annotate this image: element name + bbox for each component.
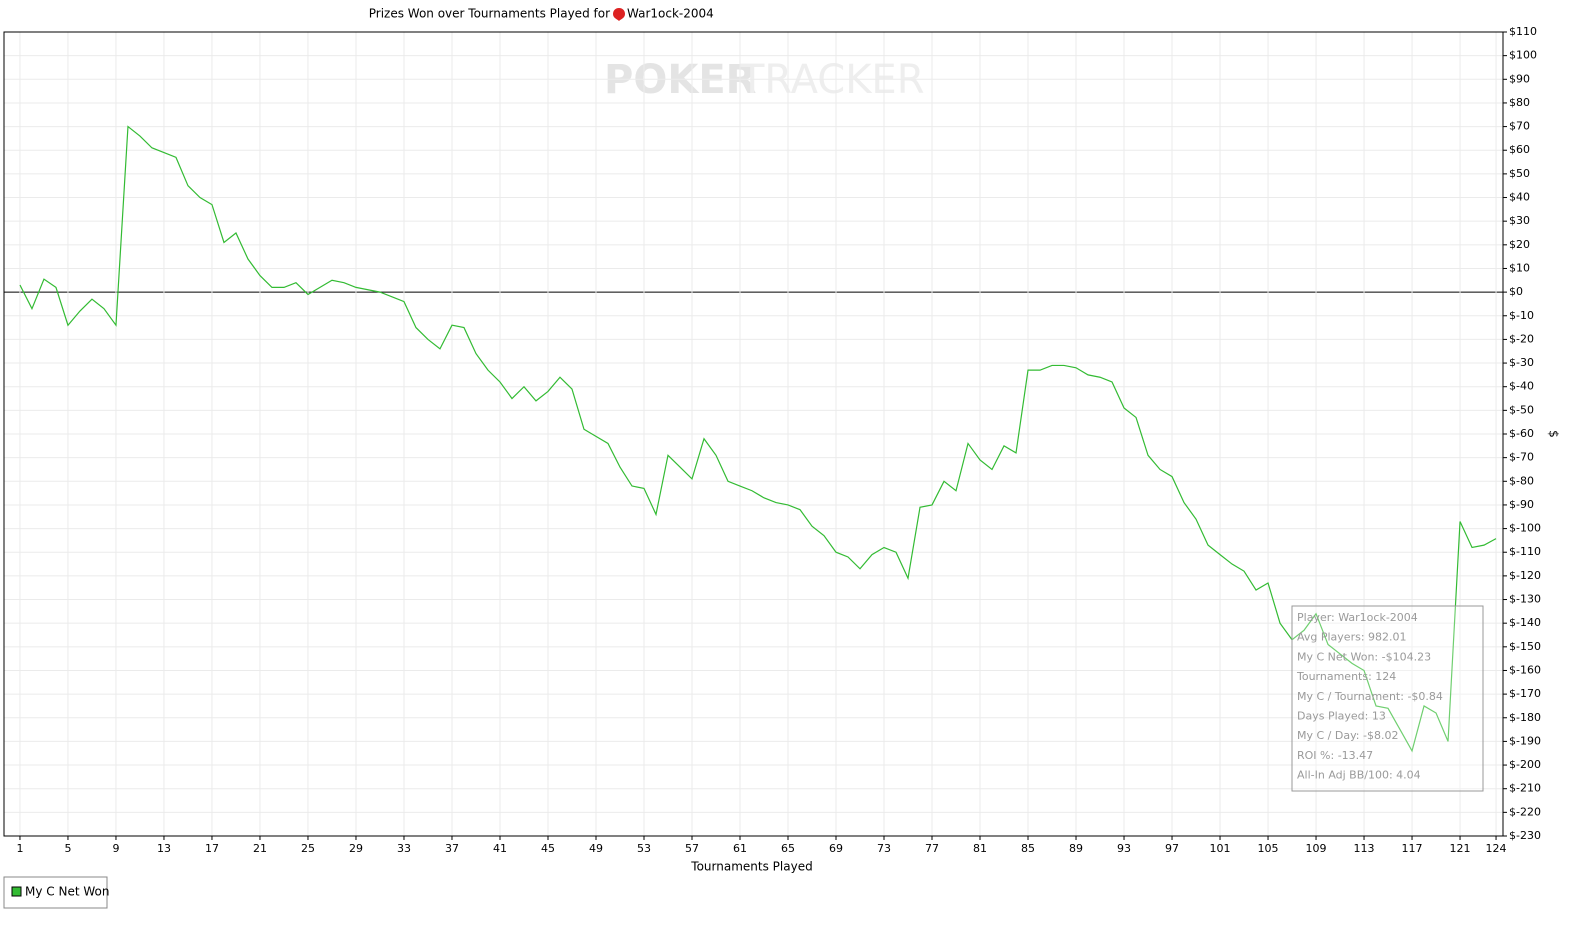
x-tick-label: 21 [253, 842, 267, 855]
y-tick-label: $40 [1509, 191, 1530, 204]
x-tick-label: 89 [1069, 842, 1083, 855]
y-tick-label: $-60 [1509, 427, 1534, 440]
x-tick-label: 73 [877, 842, 891, 855]
x-tick-label: 121 [1450, 842, 1471, 855]
y-tick-label: $-180 [1509, 711, 1541, 724]
y-tick-label: $-220 [1509, 805, 1541, 818]
info-line: Avg Players: 982.01 [1297, 631, 1407, 644]
x-tick-label: 77 [925, 842, 939, 855]
y-tick-label: $10 [1509, 261, 1530, 274]
y-tick-label: $20 [1509, 238, 1530, 251]
info-line: All-In Adj BB/100: 4.04 [1297, 769, 1421, 782]
y-tick-label: $60 [1509, 143, 1530, 156]
y-tick-label: $110 [1509, 25, 1537, 38]
legend-swatch [11, 886, 22, 897]
x-tick-label: 9 [112, 842, 119, 855]
y-tick-label: $-210 [1509, 782, 1541, 795]
x-tick-label: 53 [637, 842, 651, 855]
y-tick-label: $-160 [1509, 663, 1541, 676]
x-tick-label: 105 [1258, 842, 1279, 855]
y-tick-label: $-110 [1509, 545, 1541, 558]
y-tick-label: $-120 [1509, 569, 1541, 582]
legend-label: My C Net Won [25, 885, 109, 899]
y-tick-label: $-230 [1509, 829, 1541, 842]
y-tick-label: $-170 [1509, 687, 1541, 700]
x-tick-label: 97 [1165, 842, 1179, 855]
y-tick-label: $80 [1509, 96, 1530, 109]
x-tick-label: 93 [1117, 842, 1131, 855]
y-tick-label: $70 [1509, 120, 1530, 133]
x-tick-label: 49 [589, 842, 603, 855]
y-tick-label: $0 [1509, 285, 1523, 298]
x-tick-label: 13 [157, 842, 171, 855]
player-icon [613, 8, 625, 21]
info-line: My C / Day: -$8.02 [1297, 729, 1398, 742]
y-tick-label: $-20 [1509, 332, 1534, 345]
x-tick-label: 61 [733, 842, 747, 855]
chart-title: Prizes Won over Tournaments Played for [369, 7, 610, 21]
info-line: Days Played: 13 [1297, 710, 1386, 723]
data-line [19, 125, 1497, 753]
y-tick-label: $-80 [1509, 474, 1534, 487]
x-tick-label: 25 [301, 842, 315, 855]
info-line: My C / Tournament: -$0.84 [1297, 690, 1443, 703]
player-name: War1ock-2004 [627, 7, 714, 21]
x-tick-label: 33 [397, 842, 411, 855]
y-tick-label: $50 [1509, 167, 1530, 180]
y-axis-label: $ [1547, 430, 1561, 438]
x-tick-label: 37 [445, 842, 459, 855]
y-tick-label: $-90 [1509, 498, 1534, 511]
x-tick-label: 1 [16, 842, 23, 855]
x-tick-label: 113 [1354, 842, 1375, 855]
y-tick-label: $-140 [1509, 616, 1541, 629]
x-tick-label: 117 [1402, 842, 1423, 855]
y-tick-label: $-190 [1509, 734, 1541, 747]
x-tick-label: 41 [493, 842, 507, 855]
y-tick-label: $-200 [1509, 758, 1541, 771]
x-tick-label: 5 [64, 842, 71, 855]
info-line: My C Net Won: -$104.23 [1297, 650, 1431, 663]
y-tick-label: $-40 [1509, 380, 1534, 393]
y-tick-label: $-50 [1509, 403, 1534, 416]
x-tick-label: 109 [1306, 842, 1327, 855]
y-tick-label: $-30 [1509, 356, 1534, 369]
x-tick-label: 85 [1021, 842, 1035, 855]
x-tick-label: 57 [685, 842, 699, 855]
watermark: TRACKER [739, 57, 925, 103]
y-tick-label: $-10 [1509, 309, 1534, 322]
y-tick-label: $30 [1509, 214, 1530, 227]
y-tick-label: $-150 [1509, 640, 1541, 653]
x-tick-label: 17 [205, 842, 219, 855]
x-tick-label: 81 [973, 842, 987, 855]
info-line: Player: War1ock-2004 [1297, 611, 1418, 624]
y-tick-label: $-130 [1509, 593, 1541, 606]
y-tick-label: $100 [1509, 49, 1537, 62]
x-tick-label: 69 [829, 842, 843, 855]
info-line: Tournaments: 124 [1296, 670, 1396, 683]
y-tick-label: $-100 [1509, 522, 1541, 535]
y-tick-label: $-70 [1509, 451, 1534, 464]
x-axis-label: Tournaments Played [690, 860, 812, 874]
x-tick-label: 101 [1210, 842, 1231, 855]
info-line: ROI %: -13.47 [1297, 749, 1373, 762]
x-tick-label: 65 [781, 842, 795, 855]
watermark: POKER [604, 57, 756, 103]
x-tick-label: 124 [1486, 842, 1507, 855]
y-tick-label: $90 [1509, 72, 1530, 85]
x-tick-label: 29 [349, 842, 363, 855]
x-tick-label: 45 [541, 842, 555, 855]
info-box [1291, 605, 1484, 792]
